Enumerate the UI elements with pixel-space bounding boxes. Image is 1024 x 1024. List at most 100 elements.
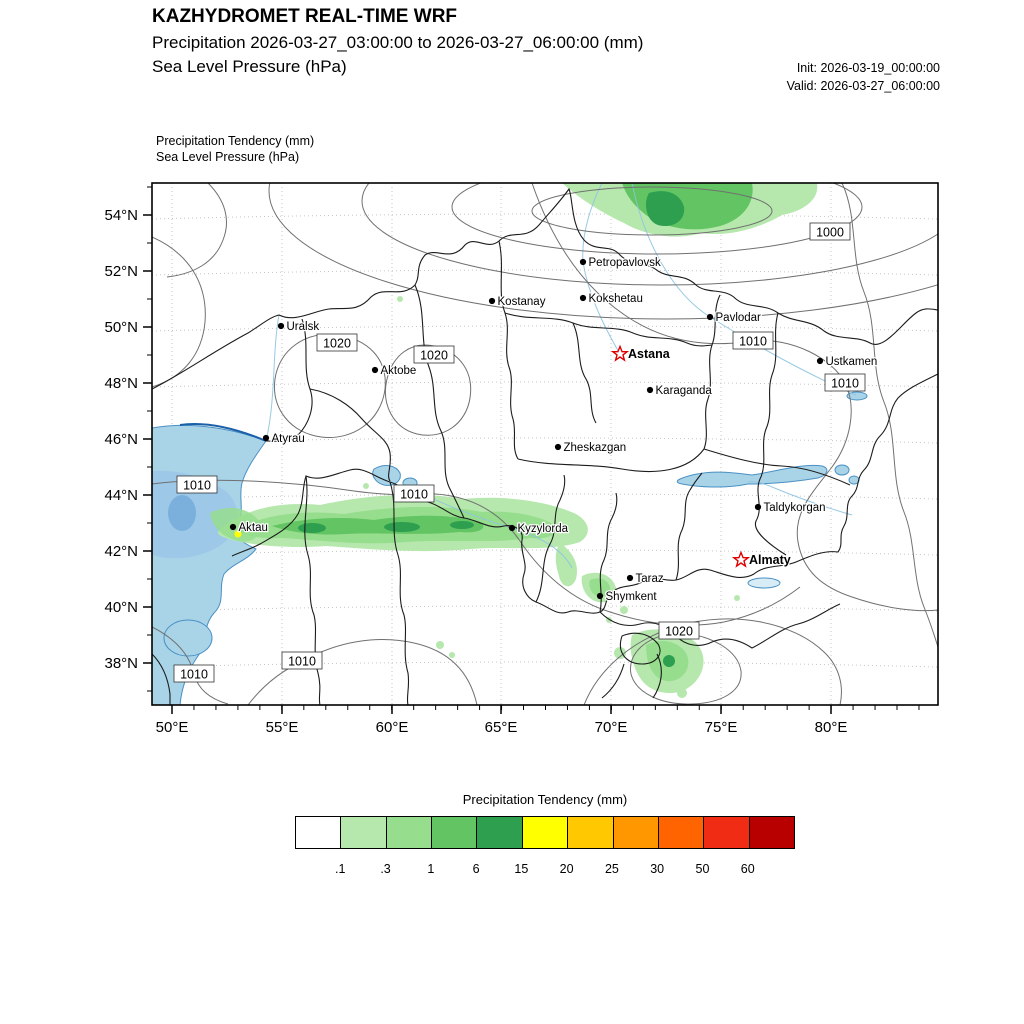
ural-river xyxy=(265,314,280,442)
city-marker-kokshetau: Kokshetau xyxy=(579,292,644,306)
run-info: Init: 2026-03-19_00:00:00 Valid: 2026-03… xyxy=(660,60,940,95)
city-label: Astana xyxy=(628,347,671,361)
axis-labels: 50°E 55°E 60°E 65°E 70°E 75°E 80°E 54°N 52°N 50°N… xyxy=(104,207,847,736)
svg-text:1010: 1010 xyxy=(180,668,208,682)
city-marker-atyrau: Atyrau xyxy=(262,432,306,446)
colorbar-cells xyxy=(295,816,795,849)
svg-text:1020: 1020 xyxy=(323,337,351,351)
city-dot-icon xyxy=(508,524,516,532)
city-dot-icon xyxy=(579,258,587,266)
city-marker-pavlodar: Pavlodar xyxy=(706,311,762,325)
city-marker-kostanay: Kostanay xyxy=(488,295,547,309)
colorbar-tick-label: .1 xyxy=(335,862,346,876)
heavy-precip-spot xyxy=(234,530,242,538)
colorbar-tick-label: 25 xyxy=(604,862,619,876)
colorbar-cell xyxy=(296,817,341,848)
svg-text:1010: 1010 xyxy=(831,377,859,391)
pressure-contour-label: 1010 xyxy=(173,664,215,683)
colorbar-tick-label: 1 xyxy=(427,862,435,876)
colorbar-cell xyxy=(476,817,522,848)
city-dot-icon xyxy=(646,386,654,394)
pressure-contour-label: 1010 xyxy=(281,651,323,670)
colorbar-tick-labels: .1 .3 1 6 15 20 25 30 50 60 xyxy=(295,849,795,876)
city-dot-icon xyxy=(816,357,824,365)
city-label: Atyrau xyxy=(272,433,305,445)
city-dot-icon xyxy=(488,297,496,305)
pressure-contour-label: 1020 xyxy=(658,621,700,640)
colorbar-tick-label: 60 xyxy=(740,862,755,876)
city-dot-icon xyxy=(706,313,714,321)
lake-zaysan xyxy=(846,391,868,401)
init-time: Init: 2026-03-19_00:00:00 xyxy=(796,61,940,75)
pressure-contour-label: 1020 xyxy=(413,345,455,364)
colorbar-cell xyxy=(340,817,386,848)
city-label: Aktau xyxy=(239,522,268,534)
city-dot-icon xyxy=(554,443,562,451)
city-dot-icon xyxy=(371,366,379,374)
valid-time: Valid: 2026-03-27_06:00:00 xyxy=(786,78,940,93)
pressure-contour-label: 1010 xyxy=(732,331,774,350)
lake-alakol xyxy=(834,464,850,476)
city-marker-zheskazgan: Zheskazgan xyxy=(554,441,627,455)
colorbar-tick-label: 30 xyxy=(650,862,665,876)
city-marker-almaty: Almaty xyxy=(731,550,792,568)
y-tick-label: 50°N xyxy=(104,319,138,336)
capital-star-icon xyxy=(610,344,630,362)
subtitle-precipitation: Precipitation 2026-03-27_03:00:00 to 202… xyxy=(152,33,644,52)
colorbar-tick-label: 6 xyxy=(472,862,480,876)
city-label: Petropavlovsk xyxy=(589,257,661,269)
y-tick-label: 52°N xyxy=(104,263,138,280)
city-marker-kyzylorda: Kyzylorda xyxy=(508,522,570,536)
colorbar-tick-label: 15 xyxy=(514,862,529,876)
city-marker-shymkent: Shymkent xyxy=(596,590,659,604)
y-tick-label: 44°N xyxy=(104,487,138,504)
svg-text:1010: 1010 xyxy=(183,479,211,493)
city-marker-uralsk: Uralsk xyxy=(277,320,321,334)
y-tick-label: 54°N xyxy=(104,207,138,224)
oblast-borders xyxy=(265,240,851,613)
colorbar: Precipitation Tendency (mm) .1 .3 1 6 15 20 25… xyxy=(295,792,795,876)
colorbar-title: Precipitation Tendency (mm) xyxy=(462,792,628,807)
svg-text:1010: 1010 xyxy=(739,335,767,349)
city-marker-aktobe: Aktobe xyxy=(371,364,418,378)
city-marker-taraz: Taraz xyxy=(626,572,665,586)
colorbar-cell xyxy=(612,817,658,848)
colorbar-cell xyxy=(521,817,568,848)
city-label: Pavlodar xyxy=(716,312,762,324)
x-tick-label: 50°E xyxy=(156,719,189,736)
city-marker-petropavlovsk: Petropavlovsk xyxy=(579,256,662,270)
x-tick-label: 55°E xyxy=(266,719,299,736)
y-tick-label: 38°N xyxy=(104,655,138,672)
colorbar-cell xyxy=(431,817,477,848)
city-label: Shymkent xyxy=(606,591,658,603)
colorbar-tick-label: 50 xyxy=(695,862,710,876)
city-label: Ustkamen xyxy=(826,356,878,368)
axis-ticks xyxy=(143,186,920,714)
svg-text:1000: 1000 xyxy=(816,226,844,240)
city-dot-icon xyxy=(262,434,270,442)
map-background xyxy=(152,183,938,705)
city-label: Zheskazgan xyxy=(564,442,627,454)
aral-sea-north xyxy=(372,465,401,486)
city-label: Taraz xyxy=(636,573,664,585)
city-label: Kostanay xyxy=(498,296,546,308)
pressure-contour-label: 1020 xyxy=(316,333,358,352)
colorbar-cell xyxy=(567,817,613,848)
capital-star-icon xyxy=(731,550,751,568)
page-title: KAZHYDROMET REAL-TIME WRF xyxy=(152,6,458,27)
colorbar-tick-label: .3 xyxy=(380,862,391,876)
neighbor-country-borders xyxy=(152,475,841,705)
subtitle-sea-level-pressure: Sea Level Pressure (hPa) xyxy=(152,57,347,76)
colorbar-cell xyxy=(748,817,794,848)
y-tick-label: 46°N xyxy=(104,431,138,448)
colorbar-cell xyxy=(703,817,749,848)
weather-map: 50°E 55°E 60°E 65°E 70°E 75°E 80°E 54°N 52°N 50°N… xyxy=(104,182,939,736)
caspian-north-coast-highlight xyxy=(179,423,267,442)
city-dot-icon xyxy=(229,523,237,531)
pressure-contour-lines xyxy=(152,183,938,705)
colorbar-tick-label: 20 xyxy=(559,862,574,876)
lake-issyk-kul xyxy=(747,577,781,589)
city-label: Uralsk xyxy=(287,321,320,333)
city-label: Aktobe xyxy=(381,365,417,377)
precipitation-shading xyxy=(152,183,818,698)
